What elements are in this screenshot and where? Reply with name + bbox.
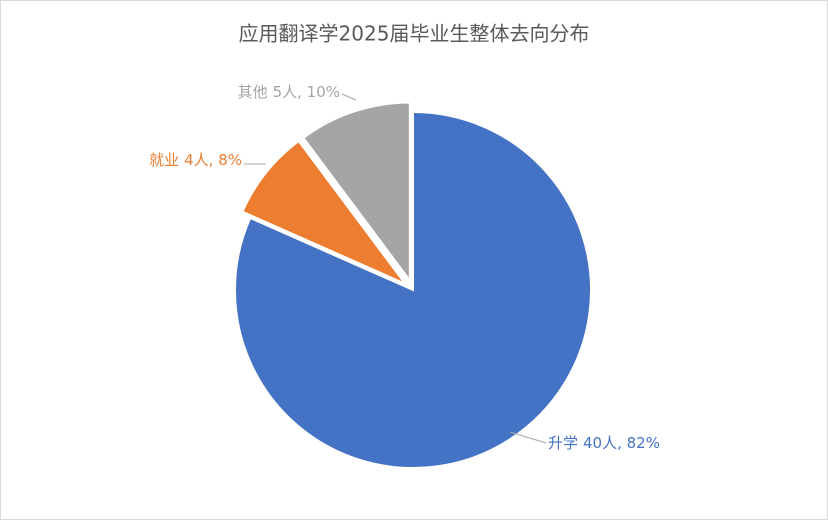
leader-line — [509, 431, 547, 444]
label-value: 4人, 8% — [184, 151, 242, 169]
pie-slice — [241, 139, 409, 287]
label-category: 升学 — [548, 434, 578, 452]
chart-title: 应用翻译学2025届毕业生整体去向分布 — [239, 22, 590, 46]
data-label: 其他 5人, 10% — [238, 83, 340, 101]
pie-slice — [301, 101, 411, 284]
label-category: 就业 — [149, 151, 179, 169]
data-label: 升学 40人, 82% — [548, 434, 660, 452]
pie-slice — [234, 110, 592, 469]
label-value: 5人, 10% — [273, 83, 340, 101]
leader-line — [341, 93, 357, 101]
data-label: 就业 4人, 8% — [149, 151, 242, 169]
label-value: 40人, 82% — [583, 434, 660, 452]
label-category: 其他 — [238, 83, 268, 101]
